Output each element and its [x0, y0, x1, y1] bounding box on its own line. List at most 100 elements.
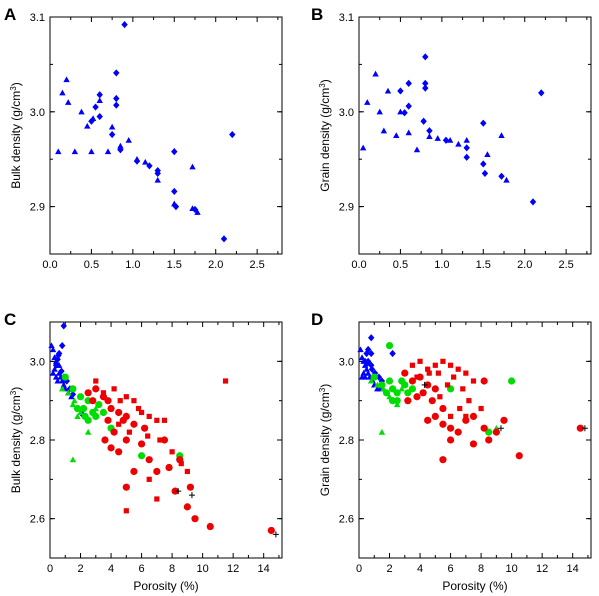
- data-point-square: [157, 437, 163, 443]
- panel-c: C 0 2 4 6 8 10 12 14 2.6 2.8 3.0 Bulk density (g/cm3…: [4, 310, 283, 593]
- data-point-circle: [469, 440, 478, 448]
- data-point-triangle: [117, 142, 124, 149]
- data-point-triangle: [393, 401, 401, 408]
- y-tick-label: 3.0: [339, 107, 354, 119]
- data-point-diamond: [368, 349, 375, 358]
- data-point-diamond: [442, 136, 450, 144]
- data-point-diamond: [88, 117, 95, 125]
- data-point-square: [146, 413, 152, 419]
- data-point-diamond: [69, 390, 77, 398]
- data-point-triangle: [77, 409, 84, 416]
- x-tick-label: 0: [356, 563, 362, 575]
- data-point-triangle: [189, 163, 196, 170]
- data-point-diamond: [92, 103, 99, 111]
- data-point-diamond: [401, 109, 408, 117]
- data-point-square: [222, 378, 229, 384]
- data-point-circle: [480, 424, 488, 432]
- data-point-square: [417, 358, 423, 364]
- data-point-square: [447, 413, 454, 419]
- y-tick-label: 2.8: [30, 435, 45, 447]
- data-point-square: [111, 386, 117, 392]
- data-point-triangle: [55, 148, 62, 155]
- data-point-circle: [446, 436, 455, 444]
- data-point-triangle: [503, 176, 510, 183]
- data-point-square: [414, 374, 420, 380]
- x-tick-label: 12: [227, 563, 239, 575]
- data-point-circle: [401, 381, 409, 389]
- data-point-triangle: [88, 148, 95, 155]
- data-point-diamond: [60, 322, 67, 330]
- data-point-triangle: [374, 381, 381, 388]
- data-point-circle: [439, 404, 447, 413]
- data-point-triangle: [386, 393, 393, 400]
- data-point-diamond: [538, 89, 545, 97]
- data-point-triangle: [48, 342, 55, 349]
- panel-b: B 0.0 0.5 1.0 1.5 2.0 2.5 2.9 3.0 3.1 Grain densit…: [311, 5, 592, 271]
- y-tick-label: 2.6: [30, 514, 45, 526]
- data-point-circle: [408, 377, 417, 385]
- y-axis-title: Grain density (g/cm3): [318, 79, 332, 192]
- data-point-triangle: [455, 140, 462, 147]
- data-point-triangle: [434, 135, 441, 141]
- y-tick-label: 2.6: [339, 514, 354, 526]
- x-tick-label: 0.5: [393, 259, 408, 271]
- data-point-circle: [122, 436, 130, 444]
- panel-letter: C: [4, 310, 16, 329]
- data-point-triangle: [380, 127, 388, 134]
- data-point-circle: [431, 385, 439, 393]
- data-point-circle: [137, 452, 146, 460]
- data-point-triangle: [92, 405, 99, 412]
- data-point-square: [154, 496, 160, 502]
- y-axis-title: Grain density (g/cm3): [318, 384, 332, 497]
- data-point-square: [100, 390, 107, 396]
- data-point-diamond: [52, 361, 60, 369]
- x-tick-label: 6: [139, 563, 145, 575]
- data-point-circle: [485, 436, 493, 444]
- data-point-diamond: [54, 355, 61, 363]
- data-point-square: [460, 386, 466, 392]
- data-point-circle: [69, 385, 77, 393]
- data-point-circle: [515, 452, 523, 460]
- data-point-diamond: [229, 130, 236, 139]
- panel-d: D 0 2 4 6 8 10 12 14 2.6 2.8 3.0 Grain density (g/cm…: [311, 310, 592, 593]
- data-point-circle: [79, 404, 88, 413]
- data-point-square: [161, 417, 168, 423]
- data-point-square: [451, 374, 457, 380]
- data-point-square: [138, 409, 145, 416]
- panel-a: A 0.0 0.5 1.0 1.5 2.0 2.5 2.9 3.0 3.1 Bulk density…: [4, 5, 283, 271]
- data-point-circle: [439, 456, 447, 464]
- data-point-triangle: [49, 346, 57, 353]
- data-point-diamond: [96, 91, 103, 99]
- x-axis-title: Porosity (%): [133, 579, 198, 593]
- data-point-circle: [424, 381, 432, 389]
- data-point-square: [437, 394, 443, 400]
- x-tick-label: 0.0: [351, 259, 366, 271]
- data-point-circle: [191, 515, 199, 523]
- data-point-cross: [175, 488, 182, 495]
- data-point-triangle: [154, 176, 161, 183]
- x-tick-label: 0.5: [84, 259, 99, 271]
- data-point-circle: [104, 416, 112, 424]
- data-point-square: [145, 433, 151, 439]
- data-point-triangle: [78, 108, 85, 115]
- data-point-square: [447, 362, 454, 368]
- data-point-circle: [115, 408, 123, 417]
- data-point-circle: [439, 420, 447, 428]
- data-point-circle: [160, 436, 169, 444]
- data-point-square: [444, 382, 451, 388]
- data-point-triangle: [84, 122, 91, 129]
- data-point-circle: [404, 389, 412, 397]
- data-point-diamond: [108, 130, 116, 139]
- data-point-triangle: [71, 148, 79, 155]
- data-point-diamond: [480, 119, 487, 127]
- data-point-triangle: [463, 137, 470, 143]
- data-point-diamond: [361, 357, 369, 365]
- x-tick-label: 4: [417, 563, 423, 575]
- data-point-circle: [76, 393, 85, 401]
- data-point-circle: [469, 412, 478, 420]
- y-axis-title: Bulk density (g/cm3): [9, 387, 23, 494]
- x-tick-label: 10: [506, 563, 518, 575]
- data-point-triangle: [359, 144, 367, 151]
- data-point-circle: [454, 428, 462, 436]
- data-point-square: [184, 468, 190, 475]
